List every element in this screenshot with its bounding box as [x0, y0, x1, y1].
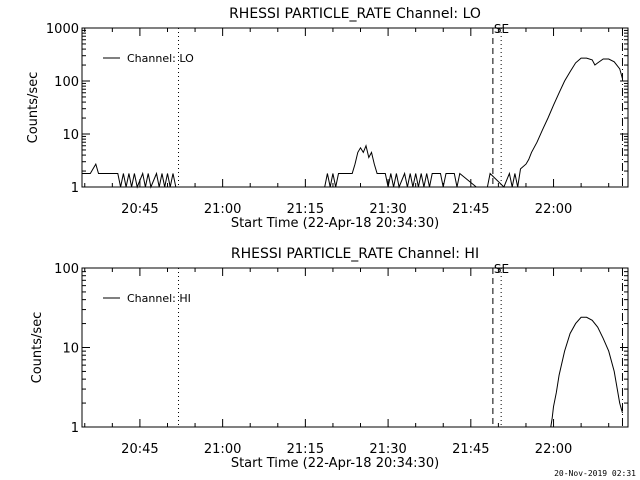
se-annotation: SE — [494, 262, 509, 276]
x-tick-label: 20:45 — [121, 442, 158, 457]
x-axis-label: Start Time (22-Apr-18 20:34:30) — [231, 216, 439, 231]
x-tick-label: 21:00 — [204, 442, 241, 457]
x-tick-label: 21:45 — [452, 202, 489, 217]
y-tick-label: 1 — [71, 181, 79, 196]
x-tick-label: 21:30 — [369, 202, 406, 217]
x-tick-label: 22:00 — [535, 202, 572, 217]
hi-channel-panel: RHESSI PARTICLE_RATE Channel: HI 100 10 1 20… — [30, 246, 629, 471]
y-tick-label: 10 — [62, 342, 79, 357]
y-tick-label: 1 — [71, 421, 79, 436]
legend-label: Channel: HI — [127, 292, 191, 305]
se-annotation: SE — [494, 22, 509, 36]
x-axis-label: Start Time (22-Apr-18 20:34:30) — [231, 456, 439, 471]
plot-frame — [81, 27, 629, 188]
y-tick-label: 100 — [54, 75, 79, 90]
x-tick-label: 22:00 — [535, 442, 572, 457]
chart-title: RHESSI PARTICLE_RATE Channel: LO — [229, 6, 481, 22]
x-tick-label: 21:45 — [452, 442, 489, 457]
chart-title: RHESSI PARTICLE_RATE Channel: HI — [231, 246, 479, 262]
y-axis-label: Counts/sec — [26, 72, 41, 144]
x-tick-label: 21:15 — [287, 202, 324, 217]
data-series-line — [82, 57, 623, 189]
y-tick-label: 10 — [62, 128, 79, 143]
lo-channel-panel: RHESSI PARTICLE_RATE Channel: LO 1000 100 1… — [26, 6, 629, 231]
y-tick-label: 100 — [54, 262, 79, 277]
y-axis-label: Counts/sec — [30, 312, 45, 384]
x-tick-label: 21:15 — [287, 442, 324, 457]
x-tick-label: 21:30 — [369, 442, 406, 457]
data-series-line — [550, 316, 623, 428]
x-tick-label: 20:45 — [121, 202, 158, 217]
legend-label: Channel: LO — [127, 52, 194, 65]
x-tick-label: 21:00 — [204, 202, 241, 217]
generation-timestamp: 20-Nov-2019 02:31 — [554, 469, 636, 478]
y-tick-label: 1000 — [46, 22, 79, 37]
